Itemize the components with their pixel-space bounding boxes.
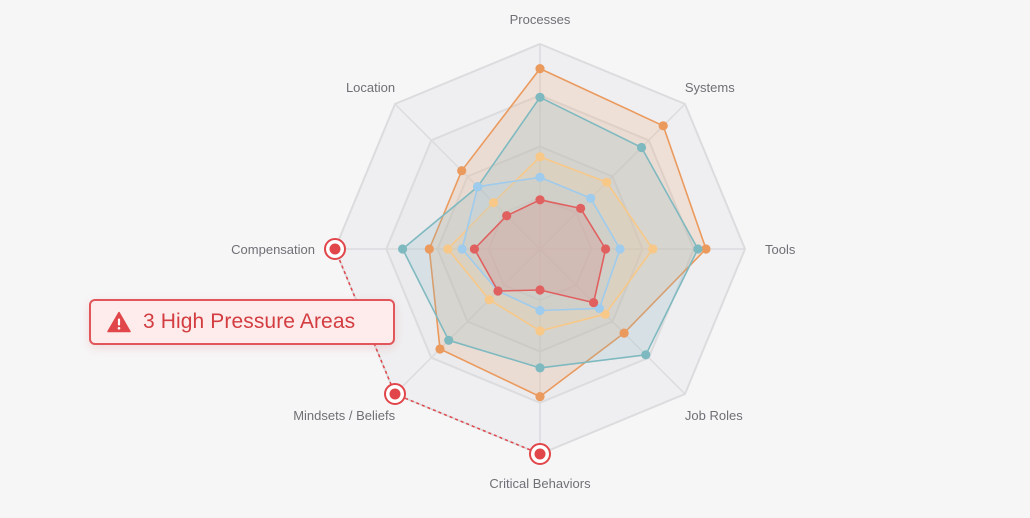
series-point[interactable]	[641, 350, 651, 360]
series-point[interactable]	[589, 298, 599, 308]
series-point[interactable]	[535, 172, 545, 182]
series-point[interactable]	[484, 295, 494, 305]
axis-label: Location	[346, 80, 395, 95]
high-pressure-callout[interactable]: 3 High Pressure Areas	[89, 299, 395, 345]
series-point[interactable]	[576, 203, 586, 213]
series-point[interactable]	[701, 244, 711, 254]
series-point[interactable]	[602, 177, 612, 187]
series-point[interactable]	[502, 211, 512, 221]
series-point[interactable]	[535, 305, 545, 316]
high-pressure-markers	[324, 238, 551, 465]
series-point[interactable]	[535, 92, 545, 102]
grid-spoke	[539, 248, 686, 395]
grid-spoke	[394, 248, 541, 395]
series-point[interactable]	[469, 244, 479, 254]
high-pressure-marker-dot	[534, 448, 546, 460]
axis-label: Critical Behaviors	[489, 476, 591, 491]
series-point[interactable]	[398, 244, 408, 254]
grid-spoke	[394, 103, 541, 250]
axis-label: Mindsets / Beliefs	[293, 408, 395, 423]
series-point[interactable]	[648, 244, 658, 254]
series-point[interactable]	[586, 193, 596, 203]
series-point[interactable]	[443, 244, 453, 254]
series-point[interactable]	[619, 328, 629, 338]
series-point[interactable]	[535, 152, 545, 162]
axis-label: Compensation	[231, 242, 315, 257]
series-point[interactable]	[600, 309, 610, 319]
series-point[interactable]	[473, 182, 483, 192]
series-point[interactable]	[601, 244, 611, 254]
axis-labels: Processes Systems Tools Job Roles Critical B…	[231, 12, 796, 491]
series-point[interactable]	[535, 392, 545, 402]
series-point[interactable]	[493, 286, 503, 296]
series-point[interactable]	[636, 142, 647, 153]
series-point[interactable]	[535, 64, 545, 74]
series-point[interactable]	[658, 121, 668, 131]
series-point[interactable]	[594, 303, 605, 313]
series-point[interactable]	[435, 344, 445, 354]
series-point[interactable]	[535, 195, 545, 205]
callout-label: 3 High Pressure Areas	[143, 310, 356, 333]
series-point[interactable]	[535, 285, 545, 295]
series-point[interactable]	[424, 244, 434, 254]
high-pressure-marker-dot	[329, 243, 341, 255]
warning-triangle-icon	[107, 311, 131, 333]
high-pressure-marker-dot	[389, 388, 401, 400]
series-point[interactable]	[535, 363, 545, 373]
series-point[interactable]	[693, 244, 703, 254]
axis-label: Tools	[765, 242, 796, 257]
radar-series	[398, 64, 711, 402]
series-point[interactable]	[457, 166, 467, 176]
axis-label: Job Roles	[685, 408, 743, 423]
series-point[interactable]	[457, 244, 467, 254]
series-point[interactable]	[489, 198, 499, 208]
series-point[interactable]	[444, 335, 454, 345]
series-point[interactable]	[615, 244, 625, 254]
axis-label: Systems	[685, 80, 735, 95]
axis-label: Processes	[510, 12, 571, 27]
series-point[interactable]	[535, 326, 545, 336]
